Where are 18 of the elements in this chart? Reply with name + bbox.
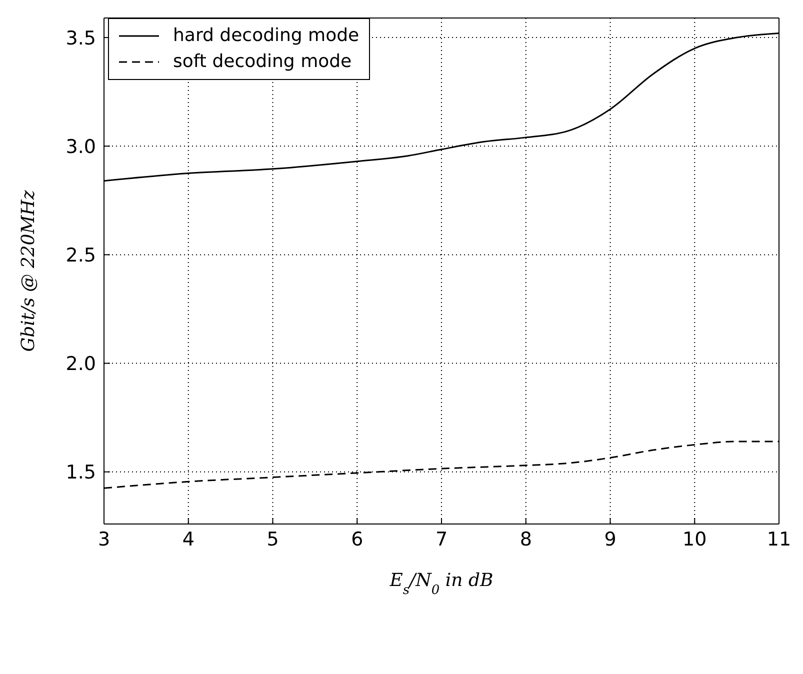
x-tick-label: 7 [435,528,448,550]
x-tick-label: 6 [351,528,364,550]
x-tick-label: 8 [520,528,532,550]
x-tick-label: 3 [98,528,110,550]
x-tick-label: 9 [604,528,616,550]
y-tick-label: 1.5 [66,462,96,484]
x-tick-label: 5 [266,528,279,550]
legend-label: hard decoding mode [173,24,360,48]
x-tick-label: 10 [682,528,707,550]
y-tick-label: 2.0 [66,353,96,376]
y-tick-label: 2.5 [66,244,96,266]
y-tick-label: 3.5 [66,27,96,50]
x-tick-label: 4 [182,528,194,550]
y-tick-label: 3.0 [66,136,96,158]
legend-label: soft decoding mode [173,50,352,74]
x-axis-title: E$_{s}$/N$_{0}$ in dB [388,570,494,598]
x-tick-label: 11 [766,528,792,550]
y-axis-title: Gbit/s @ 220MHz [18,190,39,352]
